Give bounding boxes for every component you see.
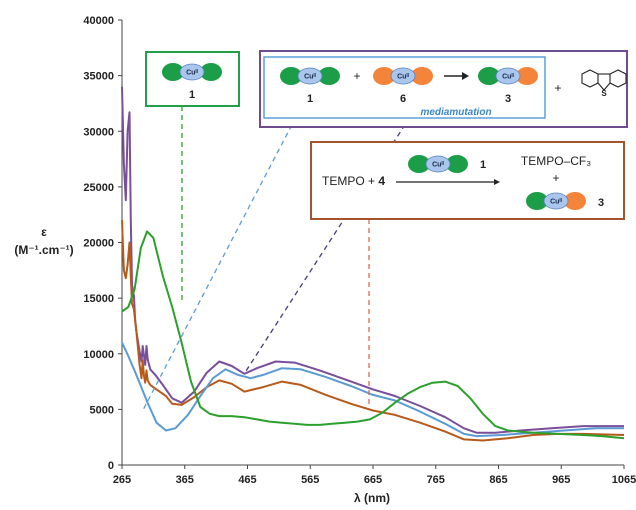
x-tick-labels: 265 365 465 565 665 765 865 965 1065	[113, 465, 636, 486]
y-tick-label: 35000	[83, 71, 114, 83]
x-axis-title: λ (nm)	[354, 491, 390, 505]
x-tick-label: 1065	[612, 474, 636, 486]
panel-complex-1: Cuᴵᴵ 1	[145, 51, 240, 107]
y-tick-label: 10000	[83, 349, 114, 361]
y-tick-label: 0	[108, 460, 114, 472]
y-tick-label: 30000	[83, 126, 114, 138]
dibenzothiophene-icon: S	[581, 69, 627, 98]
y-axis-title-units: (M⁻¹.cm⁻¹)	[14, 243, 73, 257]
svg-text:Cuᴵᴵ: Cuᴵᴵ	[502, 74, 514, 81]
y-tick-label: 5000	[90, 404, 114, 416]
cu-complex-icon: Cuᴵᴵ	[162, 63, 222, 81]
series-layer	[121, 86, 625, 442]
cu-complex-product-icon: Cuᴵᴵ	[526, 192, 586, 210]
svg-text:Cuᴵᴵ: Cuᴵᴵ	[432, 162, 444, 169]
y-tick-label: 25000	[83, 182, 114, 194]
tempo-reactant: TEMPO + 4	[322, 174, 385, 188]
series-line-3	[121, 342, 624, 438]
y-tick-labels: 0 5000 10000 15000 20000 25000 30000 35000 40000	[83, 15, 122, 472]
x-tick-label: 465	[238, 474, 256, 486]
svg-text:Cuᴵᴵ: Cuᴵᴵ	[304, 74, 316, 81]
y-axis-title-epsilon: ε	[41, 225, 47, 239]
mediamutation-term2: 6	[400, 93, 406, 105]
y-tick-label: 40000	[83, 15, 114, 27]
panel-mediamutation: Cuᴵᴵ 1 + Cuᴵᴵ 6 Cuᴵᴵ 3 mediamutation +	[259, 50, 628, 128]
cu-complex-catalyst-icon: Cuᴵᴵ	[408, 155, 468, 173]
x-tick-label: 765	[427, 474, 445, 486]
cu-complex-1-icon: Cuᴵᴵ	[280, 67, 340, 85]
mediamutation-plus2: +	[554, 81, 561, 95]
x-tick-label: 365	[176, 474, 194, 486]
tempo-catalyst-number: 1	[480, 159, 486, 171]
tempo-product2-number: 3	[598, 197, 604, 209]
svg-text:Cuᴵᴵ: Cuᴵᴵ	[397, 74, 409, 81]
series-line-4	[121, 230, 625, 440]
x-tick-label: 865	[489, 474, 507, 486]
x-tick-label: 965	[552, 474, 570, 486]
y-tick-label: 20000	[83, 238, 114, 250]
svg-text:Cuᴵᴵ: Cuᴵᴵ	[550, 199, 562, 206]
tempo-arrow-icon	[396, 179, 500, 185]
panel-tempo-reaction: TEMPO + 4 Cuᴵᴵ 1 TEMPO–CF₃ + Cuᴵᴵ 3	[310, 141, 625, 220]
svg-text:Cuᴵᴵ: Cuᴵᴵ	[186, 70, 198, 77]
tempo-plus: +	[552, 171, 559, 185]
tempo-product1: TEMPO–CF₃	[521, 154, 591, 168]
x-tick-label: 565	[301, 474, 319, 486]
mediamutation-plus: +	[353, 69, 360, 83]
cu-complex-6-icon: Cuᴵᴵ	[373, 67, 433, 85]
mediamutation-product: 3	[505, 93, 511, 105]
complex-1-number: 1	[189, 89, 195, 101]
mediamutation-term1: 1	[307, 93, 313, 105]
mediamutation-caption: mediamutation	[420, 107, 491, 118]
series-line-2	[121, 220, 625, 442]
svg-text:S: S	[601, 89, 607, 98]
connector-mediamutation-blue	[141, 116, 297, 413]
y-tick-label: 15000	[83, 293, 114, 305]
cu-complex-3-icon: Cuᴵᴵ	[478, 67, 538, 85]
x-tick-label: 665	[364, 474, 382, 486]
green-ligand-icon	[162, 63, 184, 81]
reaction-arrow-icon	[444, 72, 469, 80]
series-line-1	[121, 86, 624, 434]
x-tick-label: 265	[113, 474, 131, 486]
green-ligand-icon	[200, 63, 222, 81]
